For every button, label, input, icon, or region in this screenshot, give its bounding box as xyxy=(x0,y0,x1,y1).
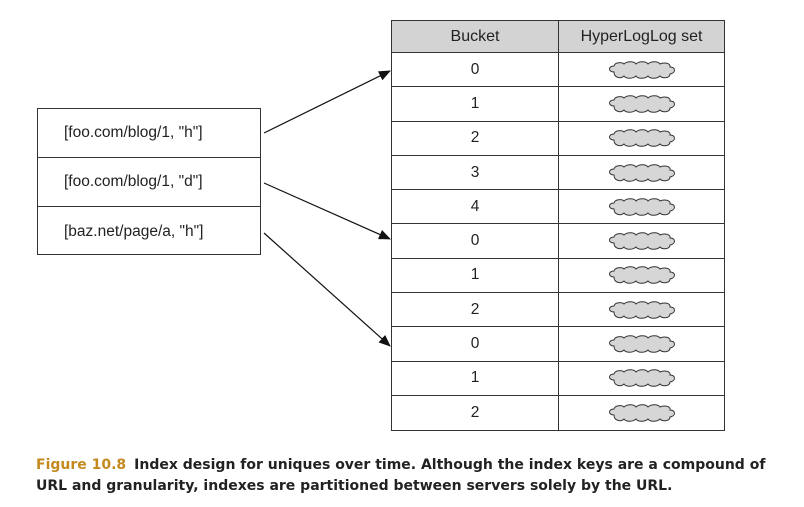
arrow xyxy=(263,70,391,134)
hll-set-cell xyxy=(559,190,724,223)
hll-set-cell xyxy=(559,224,724,257)
hll-set-icon xyxy=(608,198,675,216)
table-row: 0 xyxy=(392,53,724,88)
bucket-cell: 4 xyxy=(392,190,559,224)
table-row: 0 xyxy=(392,327,724,362)
hll-set-cell xyxy=(559,259,724,292)
bucket-cell: 1 xyxy=(392,361,559,395)
hll-set-cell xyxy=(559,293,724,326)
bucket-cell: 0 xyxy=(392,224,559,258)
hll-set-cell xyxy=(559,122,724,155)
table-row: 3 xyxy=(392,155,724,191)
hll-set-icon xyxy=(608,369,675,388)
hll-set-cell xyxy=(559,327,724,360)
hll-set-icon xyxy=(608,300,675,319)
hll-set-icon xyxy=(608,404,675,422)
index-key: [baz.net/page/a, "h"] xyxy=(64,222,204,240)
arrow xyxy=(263,232,391,347)
hll-set-cell xyxy=(559,396,724,430)
hll-set-icon xyxy=(608,163,675,182)
bucket-cell: 2 xyxy=(392,121,559,155)
hll-set-cell xyxy=(559,362,724,395)
table-row: 4 xyxy=(392,190,724,225)
index-key: [foo.com/blog/1, "d"] xyxy=(38,158,260,207)
hll-set-icon xyxy=(608,335,675,353)
table-row: 2 xyxy=(392,121,724,156)
hll-set-icon xyxy=(608,232,675,250)
bucket-column-header: Bucket xyxy=(392,21,559,52)
bucket-cell: 0 xyxy=(392,53,559,87)
table-header: Bucket HyperLogLog set xyxy=(392,21,724,53)
figure-caption: Figure 10.8 Index design for uniques over… xyxy=(36,455,776,497)
bucket-cell: 2 xyxy=(392,293,559,327)
arrow xyxy=(263,182,391,240)
hll-column-header: HyperLogLog set xyxy=(580,27,703,45)
bucket-cell: 1 xyxy=(392,87,559,121)
hll-set-icon xyxy=(608,129,675,147)
bucket-cell: 0 xyxy=(392,327,559,361)
bucket-cell: 1 xyxy=(392,258,559,293)
hll-set-icon xyxy=(608,95,675,113)
hll-set-cell xyxy=(559,156,724,189)
hll-set-cell xyxy=(559,87,724,120)
table-row: 2 xyxy=(392,395,724,431)
caption-text: Index design for uniques over time. Alth… xyxy=(36,457,766,494)
hll-set-cell xyxy=(559,53,724,86)
index-key: [foo.com/blog/1, "h"] xyxy=(38,109,260,158)
table-row: 0 xyxy=(392,224,724,259)
table-row: 2 xyxy=(392,293,724,328)
figure-label: Figure 10.8 xyxy=(36,457,127,473)
bucket-cell: 2 xyxy=(392,395,559,431)
hll-set-icon xyxy=(608,266,675,285)
hll-set-icon xyxy=(608,60,675,79)
table-row: 1 xyxy=(392,87,724,122)
table-row: 1 xyxy=(392,258,724,294)
index-key-list: [foo.com/blog/1, "h"] [foo.com/blog/1, "… xyxy=(37,108,261,255)
table-row: 1 xyxy=(392,361,724,396)
bucket-cell: 3 xyxy=(392,155,559,190)
